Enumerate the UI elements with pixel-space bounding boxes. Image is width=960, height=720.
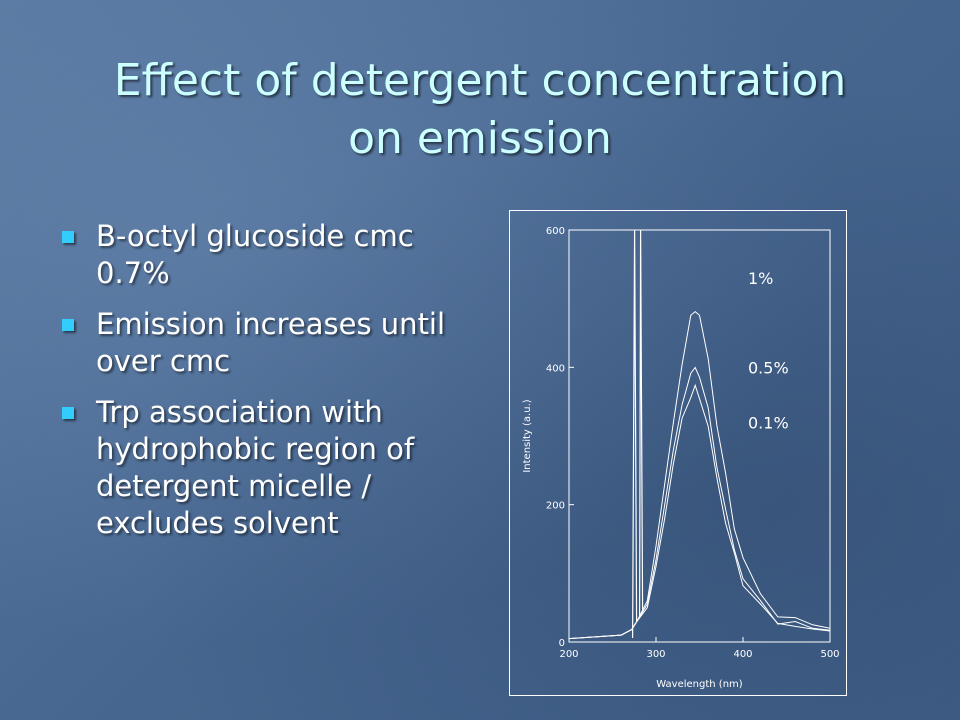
y-axis-label: Intensity (a.u.) [522,399,533,472]
series-line [568,310,831,640]
bullet-text: Trp association with hydrophobic region … [96,395,415,540]
square-bullet-icon [62,231,74,243]
emission-chart-frame: 200 300 400 500 0 200 400 600 Wavelength (nm) Int… [509,210,847,696]
bullet-item: B-octyl glucoside cmc 0.7% [60,218,480,292]
bullet-text: B-octyl glucoside cmc 0.7% [96,219,414,290]
slide-title: Effect of detergent concentration on emi… [40,52,920,168]
y-tick-label: 400 [546,363,565,374]
x-axis-label: Wavelength (nm) [656,679,742,690]
x-tick-label: 300 [646,649,665,660]
bullet-text: Emission increases until over cmc [96,307,446,378]
series-label: 1% [748,269,773,288]
square-bullet-icon [62,407,74,419]
bullet-list: B-octyl glucoside cmc 0.7% Emission incr… [60,218,480,556]
series-line [568,383,831,640]
x-tick-label: 500 [820,649,839,660]
bullet-item: Trp association with hydrophobic region … [60,394,480,542]
series-label: 0.5% [748,358,789,377]
y-tick-label: 200 [546,501,565,512]
title-line-1: Effect of detergent concentration [113,55,847,106]
plot-area-border [568,229,831,643]
series-line [568,366,831,640]
scatter-peak-line [632,229,644,639]
x-tick-label: 200 [559,649,578,660]
y-tick-label: 0 [559,638,565,649]
series-label: 0.1% [748,413,789,432]
title-line-2: on emission [348,113,612,164]
square-bullet-icon [62,319,74,331]
bullet-item: Emission increases until over cmc [60,306,480,380]
y-tick-label: 600 [546,226,565,237]
x-tick-label: 400 [733,649,752,660]
